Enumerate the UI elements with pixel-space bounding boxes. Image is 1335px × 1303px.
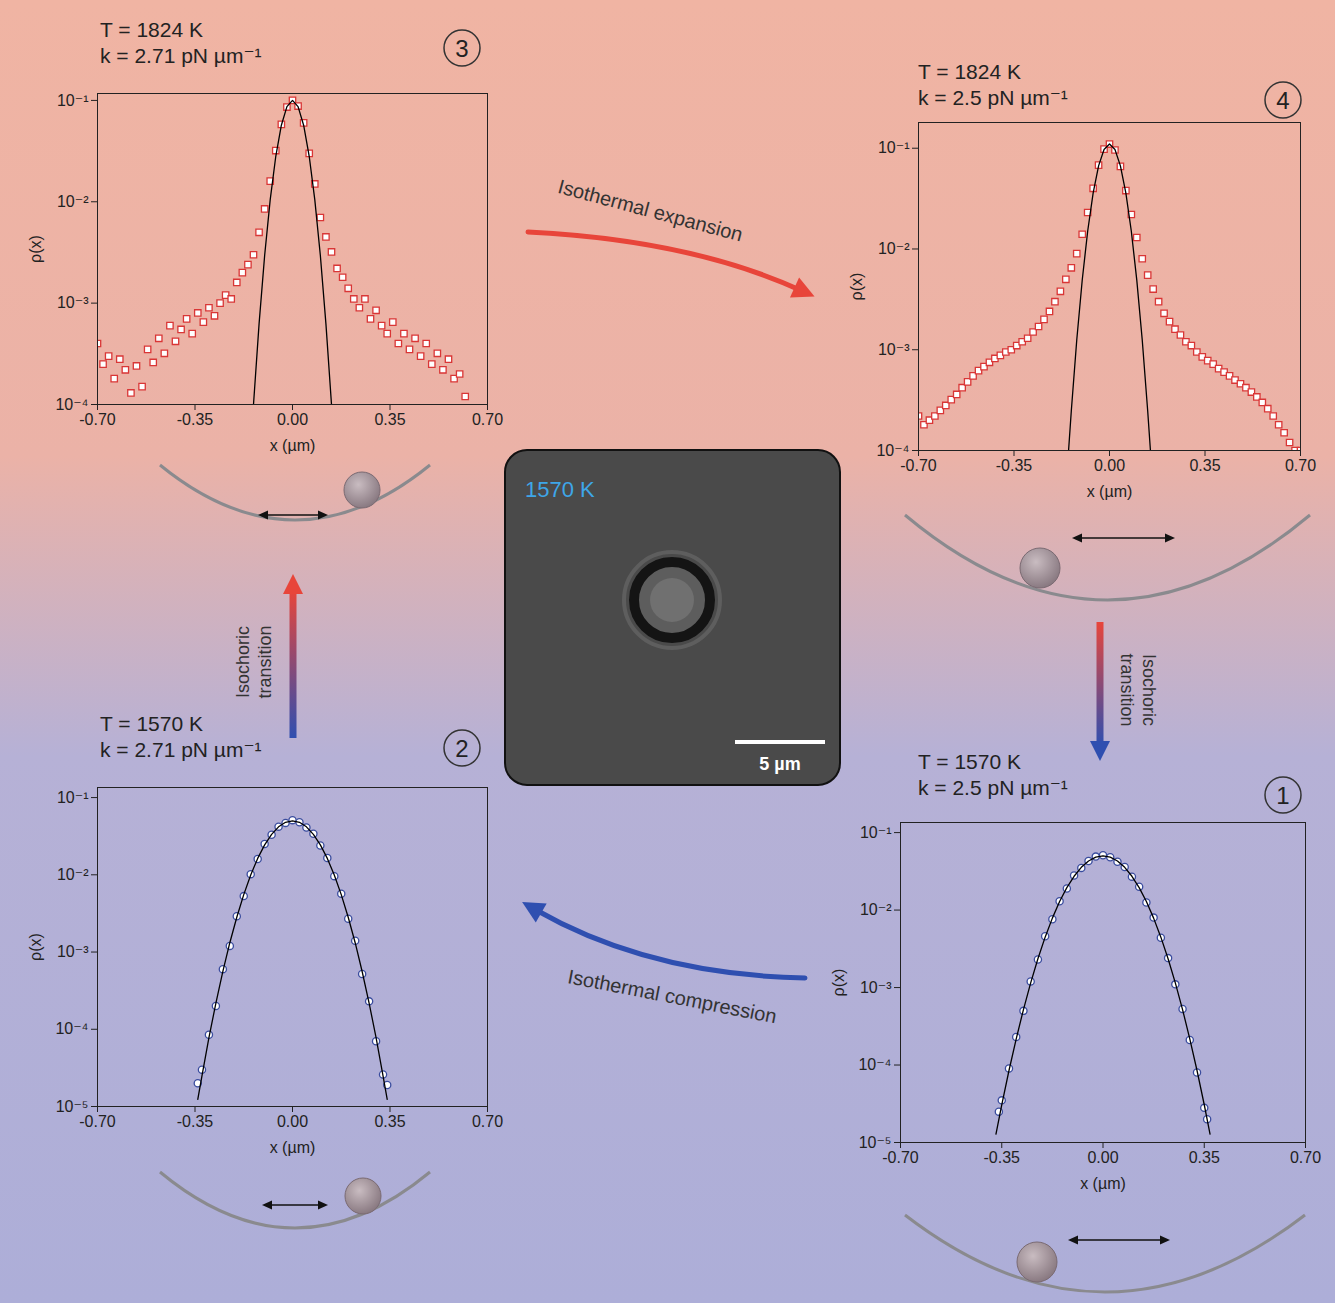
svg-text:10⁻¹: 10⁻¹ bbox=[57, 92, 89, 109]
svg-text:-0.70: -0.70 bbox=[79, 1113, 116, 1130]
html-text:T = 1824 K: T = 1824 K bbox=[100, 18, 203, 41]
svg-text:ρ(x): ρ(x) bbox=[848, 273, 865, 301]
svg-text:-0.35: -0.35 bbox=[984, 1149, 1021, 1166]
svg-text:ρ(x): ρ(x) bbox=[27, 235, 44, 263]
svg-text:Isothermal expansion: Isothermal expansion bbox=[556, 175, 745, 245]
svg-text:10⁻¹: 10⁻¹ bbox=[57, 789, 89, 806]
svg-text:x (µm): x (µm) bbox=[1080, 1175, 1126, 1192]
svg-text:Isothermal compression: Isothermal compression bbox=[566, 965, 779, 1027]
svg-text:1: 1 bbox=[1276, 782, 1289, 809]
svg-text:0.00: 0.00 bbox=[277, 411, 308, 428]
svg-text:transition: transition bbox=[1117, 653, 1137, 726]
html-text:T = 1570 K: T = 1570 K bbox=[918, 750, 1021, 773]
svg-text:0.35: 0.35 bbox=[1189, 457, 1220, 474]
svg-text:0.00: 0.00 bbox=[277, 1113, 308, 1130]
svg-text:10⁻²: 10⁻² bbox=[57, 866, 89, 883]
html-text:k = 2.71 pN µm⁻¹: k = 2.71 pN µm⁻¹ bbox=[100, 44, 262, 67]
svg-text:1570 K: 1570 K bbox=[525, 477, 595, 502]
html-text:T = 1570 K: T = 1570 K bbox=[100, 712, 203, 735]
svg-text:0.70: 0.70 bbox=[1290, 1149, 1321, 1166]
svg-text:0.35: 0.35 bbox=[374, 411, 405, 428]
svg-text:0.00: 0.00 bbox=[1094, 457, 1125, 474]
svg-text:10⁻¹: 10⁻¹ bbox=[860, 824, 892, 841]
svg-text:10⁻⁵: 10⁻⁵ bbox=[858, 1133, 892, 1151]
svg-text:x (µm): x (µm) bbox=[1087, 483, 1133, 500]
svg-text:10⁻²: 10⁻² bbox=[878, 240, 910, 257]
svg-text:0.00: 0.00 bbox=[1087, 1149, 1118, 1166]
svg-text:3: 3 bbox=[455, 35, 468, 62]
svg-text:-0.35: -0.35 bbox=[177, 1113, 214, 1130]
svg-text:ρ(x): ρ(x) bbox=[27, 933, 44, 961]
svg-text:0.70: 0.70 bbox=[1285, 457, 1316, 474]
svg-text:Isochoric: Isochoric bbox=[233, 626, 253, 698]
svg-text:x (µm): x (µm) bbox=[270, 1139, 316, 1156]
svg-text:Isochoric: Isochoric bbox=[1139, 654, 1159, 726]
html-text:k = 2.71 pN µm⁻¹: k = 2.71 pN µm⁻¹ bbox=[100, 738, 262, 761]
svg-text:transition: transition bbox=[255, 625, 275, 698]
html-text:k = 2.5 pN µm⁻¹: k = 2.5 pN µm⁻¹ bbox=[918, 86, 1068, 109]
svg-text:0.70: 0.70 bbox=[472, 1113, 503, 1130]
svg-text:4: 4 bbox=[1276, 87, 1289, 114]
svg-text:-0.70: -0.70 bbox=[79, 411, 116, 428]
svg-text:ρ(x): ρ(x) bbox=[830, 969, 847, 997]
svg-text:-0.35: -0.35 bbox=[177, 411, 214, 428]
svg-text:10⁻⁴: 10⁻⁴ bbox=[858, 1056, 891, 1073]
svg-text:10⁻²: 10⁻² bbox=[57, 193, 89, 210]
svg-text:10⁻¹: 10⁻¹ bbox=[878, 139, 910, 156]
svg-text:x (µm): x (µm) bbox=[270, 437, 316, 454]
svg-text:10⁻³: 10⁻³ bbox=[57, 943, 89, 960]
svg-text:10⁻³: 10⁻³ bbox=[57, 294, 89, 311]
svg-text:10⁻³: 10⁻³ bbox=[878, 341, 910, 358]
svg-text:2: 2 bbox=[455, 735, 468, 762]
svg-text:10⁻³: 10⁻³ bbox=[860, 979, 892, 996]
html-text:T = 1824 K: T = 1824 K bbox=[918, 60, 1021, 83]
svg-text:-0.70: -0.70 bbox=[882, 1149, 919, 1166]
svg-text:10⁻⁴: 10⁻⁴ bbox=[55, 1020, 88, 1037]
svg-text:-0.35: -0.35 bbox=[996, 457, 1033, 474]
svg-text:5 µm: 5 µm bbox=[759, 754, 800, 774]
svg-text:10⁻⁴: 10⁻⁴ bbox=[55, 395, 89, 413]
svg-text:10⁻⁵: 10⁻⁵ bbox=[55, 1097, 89, 1115]
html-text:k = 2.5 pN µm⁻¹: k = 2.5 pN µm⁻¹ bbox=[918, 776, 1068, 799]
svg-text:10⁻²: 10⁻² bbox=[860, 901, 892, 918]
svg-text:0.35: 0.35 bbox=[374, 1113, 405, 1130]
svg-text:0.35: 0.35 bbox=[1189, 1149, 1220, 1166]
svg-text:-0.70: -0.70 bbox=[900, 457, 937, 474]
svg-text:10⁻⁴: 10⁻⁴ bbox=[876, 441, 910, 459]
svg-text:0.70: 0.70 bbox=[472, 411, 503, 428]
